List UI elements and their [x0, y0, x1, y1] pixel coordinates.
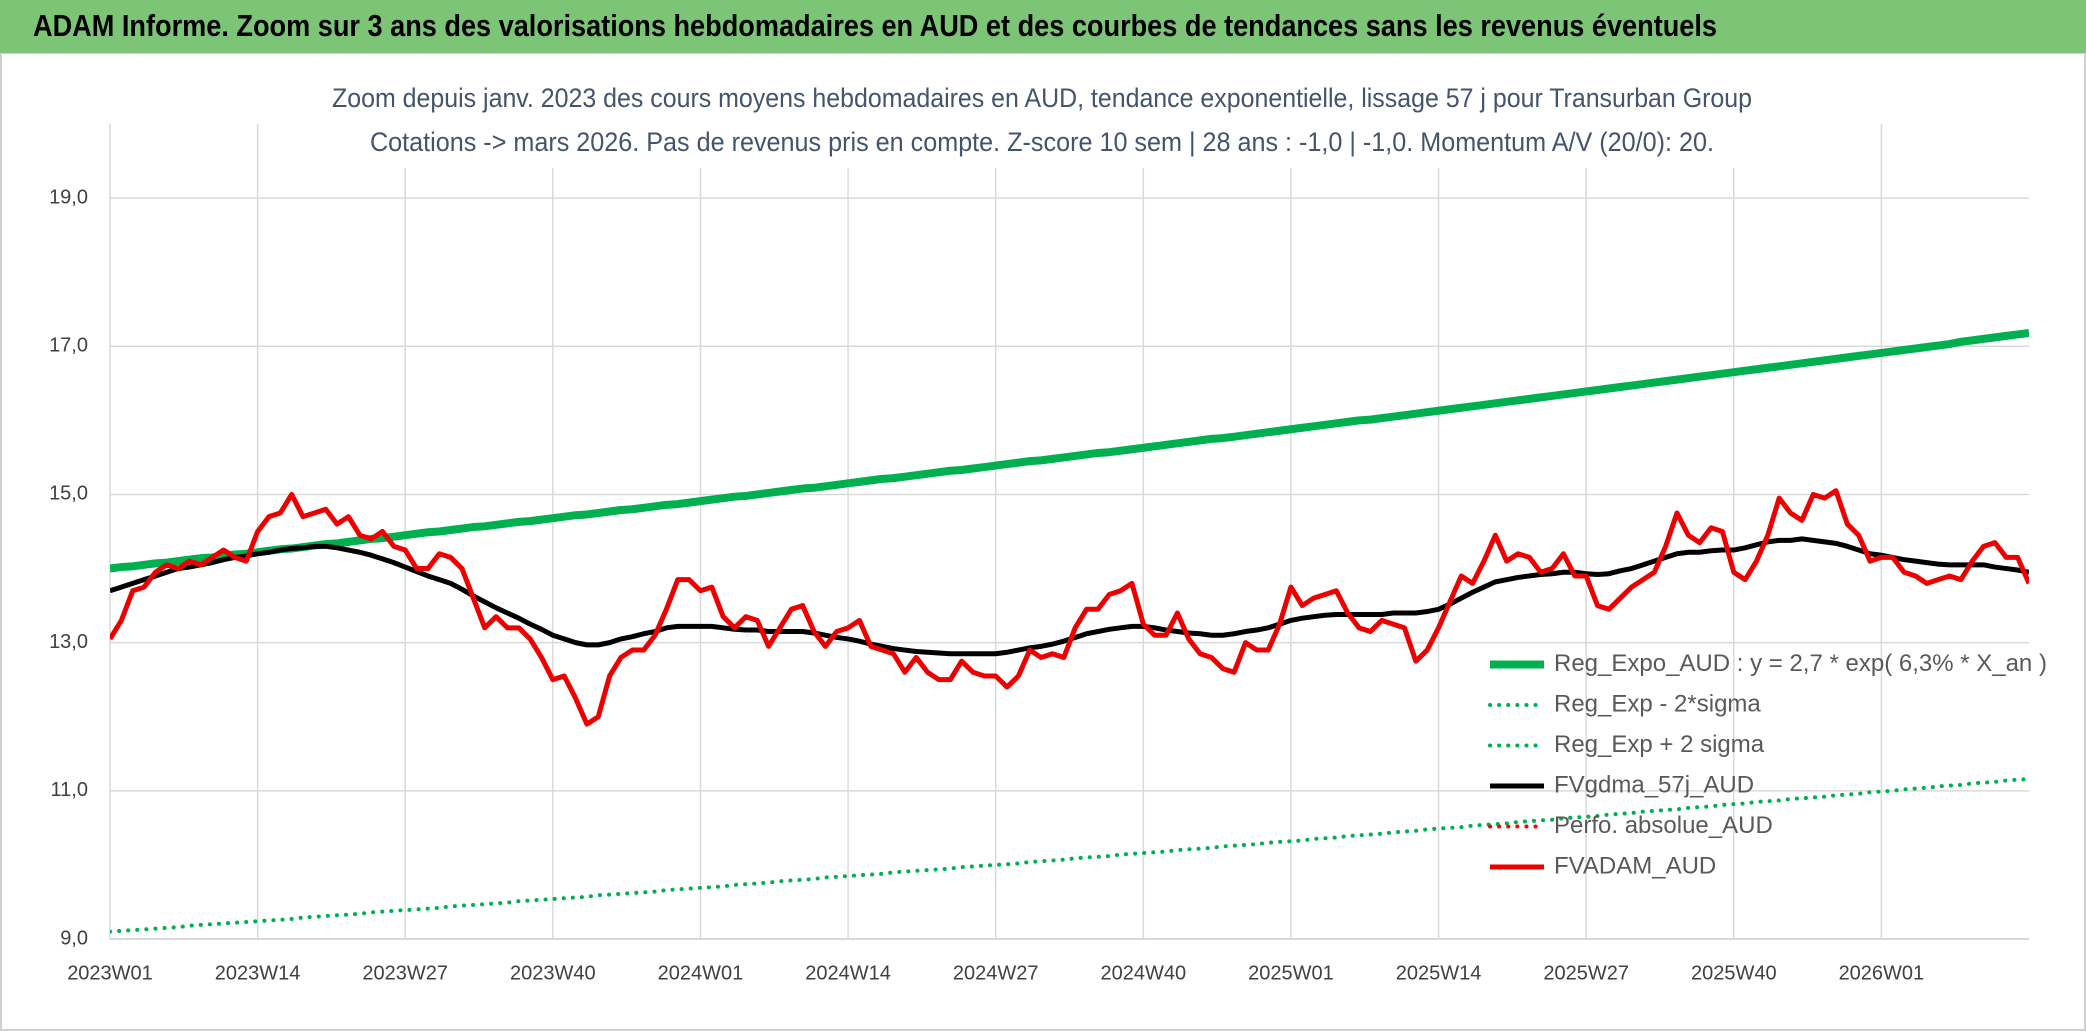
x-tick-label: 2024W40: [1100, 962, 1186, 984]
y-tick-label: 13,0: [49, 631, 88, 653]
x-tick-label: 2023W40: [510, 962, 596, 984]
grid: 9,0 11,0 13,0 15,0 17,0 19,0 2023W01 2023W14 202…: [49, 124, 2029, 984]
legend-label: FVADAM_AUD: [1554, 852, 1716, 879]
x-tick-label: 2023W01: [67, 962, 153, 984]
x-tick-label: 2025W14: [1396, 962, 1482, 984]
x-tick-label: 2024W27: [953, 962, 1039, 984]
legend-label: Reg_Exp + 2 sigma: [1554, 731, 1765, 758]
x-tick-label: 2024W01: [658, 962, 744, 984]
x-tick-label: 2023W27: [362, 962, 448, 984]
subtitle: Cotations -> mars 2026. Pas de revenus p…: [370, 127, 1714, 157]
chart-title: ADAM Informe. Zoom sur 3 ans des valoris…: [33, 8, 1717, 43]
series-line: [110, 328, 2029, 573]
series-group: [110, 328, 2029, 934]
y-tick-label: 17,0: [49, 335, 88, 357]
legend-label: Perfo. absolue_AUD: [1554, 812, 1773, 839]
x-tick-label: 2025W27: [1543, 962, 1629, 984]
x-tick-label: 2023W14: [215, 962, 301, 984]
y-tick-label: 9,0: [60, 927, 88, 949]
x-tick-label: 2025W40: [1691, 962, 1777, 984]
legend-label: FVgdma_57j_AUD: [1554, 771, 1754, 798]
y-tick-label: 11,0: [51, 779, 88, 801]
subtitle: Zoom depuis janv. 2023 des cours moyens …: [332, 83, 1752, 113]
x-tick-label: 2025W01: [1248, 962, 1334, 984]
header-bar: [0, 0, 2086, 53]
legend-label: Reg_Exp - 2*sigma: [1554, 690, 1761, 717]
legend-label: Reg_Expo_AUD : y = 2,7 * exp( 6,3% * X_a…: [1554, 650, 2047, 677]
legend: Reg_Expo_AUD : y = 2,7 * exp( 6,3% * X_a…: [1488, 650, 2047, 879]
subtitle-background: [322, 78, 1764, 168]
y-tick-label: 15,0: [49, 483, 88, 505]
y-tick-label: 19,0: [49, 186, 88, 208]
series-line: [110, 488, 2029, 727]
x-tick-label: 2026W01: [1839, 962, 1925, 984]
x-tick-label: 2024W14: [805, 962, 891, 984]
